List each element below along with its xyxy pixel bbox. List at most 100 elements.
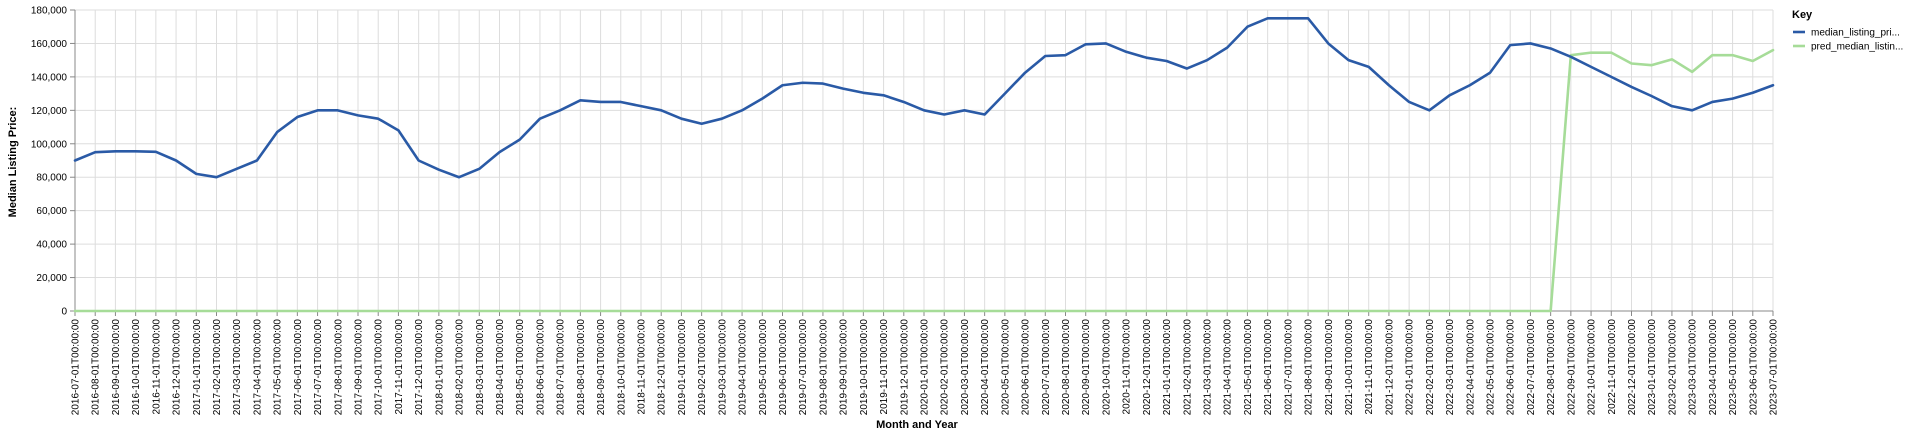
x-tick-label: 2017-06-01T00:00:00: [293, 319, 304, 416]
x-tick-label: 2021-06-01T00:00:00: [1263, 319, 1274, 416]
y-tick-label: 60,000: [36, 206, 67, 217]
x-tick-label: 2016-10-01T00:00:00: [131, 319, 142, 416]
x-tick-label: 2019-04-01T00:00:00: [738, 319, 749, 416]
series-line-2: [73, 48, 1775, 313]
x-tick-label: 2019-07-01T00:00:00: [798, 319, 809, 416]
x-tick-label: 2017-09-01T00:00:00: [354, 319, 365, 416]
x-tick-label: 2021-11-01T00:00:00: [1364, 319, 1375, 415]
x-tick-label: 2017-11-01T00:00:00: [394, 319, 405, 415]
x-tick-label: 2019-02-01T00:00:00: [697, 319, 708, 416]
x-tick-label: 2018-02-01T00:00:00: [455, 319, 466, 416]
legend-label: pred_median_listin...: [1811, 42, 1903, 53]
x-tick-label: 2023-06-01T00:00:00: [1748, 319, 1759, 416]
y-axis-title: Median Listing Price:: [7, 107, 19, 218]
x-tick-label: 2018-12-01T00:00:00: [657, 319, 668, 416]
x-tick-label: 2022-10-01T00:00:00: [1587, 319, 1598, 416]
x-tick-label: 2020-05-01T00:00:00: [1000, 319, 1011, 416]
x-tick-label: 2020-10-01T00:00:00: [1101, 319, 1112, 416]
x-tick-label: 2023-07-01T00:00:00: [1769, 319, 1780, 416]
x-tick-label: 2017-07-01T00:00:00: [313, 319, 324, 416]
x-tick-label: 2020-06-01T00:00:00: [1021, 319, 1032, 416]
x-tick-label: 2021-08-01T00:00:00: [1304, 319, 1315, 416]
x-tick-label: 2022-05-01T00:00:00: [1486, 319, 1497, 416]
x-tick-label: 2020-02-01T00:00:00: [940, 319, 951, 416]
x-tick-label: 2021-03-01T00:00:00: [1203, 319, 1214, 416]
x-tick-label: 2021-09-01T00:00:00: [1324, 319, 1335, 416]
x-axis: 2016-07-01T00:00:00 2016-08-01T00:00:00 20…: [71, 310, 1780, 416]
x-tick-label: 2023-03-01T00:00:00: [1688, 319, 1699, 416]
x-tick-label: 2020-12-01T00:00:00: [1142, 319, 1153, 416]
x-tick-label: 2022-03-01T00:00:00: [1445, 319, 1456, 416]
x-tick-label: 2017-12-01T00:00:00: [414, 319, 425, 416]
y-tick-label: 20,000: [36, 273, 67, 284]
x-tick-label: 2022-02-01T00:00:00: [1425, 319, 1436, 416]
y-tick-label: 180,000: [31, 6, 68, 17]
x-tick-label: 2022-04-01T00:00:00: [1465, 319, 1476, 416]
y-tick-label: 40,000: [36, 240, 67, 251]
x-tick-label: 2019-01-01T00:00:00: [677, 319, 688, 416]
x-tick-label: 2018-09-01T00:00:00: [596, 319, 607, 416]
x-tick-label: 2018-06-01T00:00:00: [535, 319, 546, 416]
x-tick-label: 2022-01-01T00:00:00: [1405, 319, 1416, 416]
x-tick-label: 2018-01-01T00:00:00: [434, 319, 445, 416]
x-tick-label: 2021-10-01T00:00:00: [1344, 319, 1355, 416]
x-tick-label: 2020-09-01T00:00:00: [1081, 319, 1092, 416]
x-tick-label: 2018-03-01T00:00:00: [475, 319, 486, 416]
series-line-1: [73, 17, 1775, 179]
x-tick-label: 2020-11-01T00:00:00: [1122, 319, 1133, 415]
x-tick-label: 2019-08-01T00:00:00: [818, 319, 829, 416]
y-tick-label: 80,000: [36, 173, 67, 184]
y-axis: 0 20,000 40,000 60,000 80,000 100,000 120,000 1…: [31, 6, 76, 318]
x-tick-label: 2020-01-01T00:00:00: [920, 319, 931, 416]
x-tick-label: 2020-03-01T00:00:00: [960, 319, 971, 416]
x-tick-label: 2017-05-01T00:00:00: [273, 319, 284, 416]
x-tick-label: 2022-06-01T00:00:00: [1506, 319, 1517, 416]
x-tick-label: 2017-10-01T00:00:00: [374, 319, 385, 416]
x-tick-label: 2018-10-01T00:00:00: [616, 319, 627, 416]
x-tick-label: 2023-04-01T00:00:00: [1708, 319, 1719, 416]
x-tick-label: 2023-01-01T00:00:00: [1647, 319, 1658, 416]
x-tick-label: 2021-02-01T00:00:00: [1182, 319, 1193, 416]
x-tick-label: 2021-12-01T00:00:00: [1384, 319, 1395, 416]
legend: Key median_listing_pri... pred_median_lis…: [1792, 9, 1903, 53]
x-tick-label: 2020-08-01T00:00:00: [1061, 319, 1072, 416]
y-tick-label: 0: [61, 307, 67, 318]
x-tick-label: 2022-07-01T00:00:00: [1526, 319, 1537, 416]
x-tick-label: 2020-07-01T00:00:00: [1041, 319, 1052, 416]
x-tick-label: 2016-11-01T00:00:00: [151, 319, 162, 415]
x-axis-title: Month and Year: [876, 419, 958, 431]
x-tick-label: 2019-09-01T00:00:00: [839, 319, 850, 416]
x-tick-label: 2020-04-01T00:00:00: [980, 319, 991, 416]
x-tick-label: 2022-11-01T00:00:00: [1607, 319, 1618, 415]
x-tick-label: 2021-01-01T00:00:00: [1162, 319, 1173, 416]
y-tick-label: 160,000: [31, 39, 68, 50]
x-tick-label: 2017-08-01T00:00:00: [333, 319, 344, 416]
x-tick-label: 2017-01-01T00:00:00: [192, 319, 203, 416]
x-tick-label: 2022-08-01T00:00:00: [1546, 319, 1557, 416]
x-tick-label: 2019-11-01T00:00:00: [879, 319, 890, 415]
x-tick-label: 2019-12-01T00:00:00: [899, 319, 910, 416]
x-tick-label: 2021-04-01T00:00:00: [1223, 319, 1234, 416]
gridlines: [74, 9, 1774, 312]
x-tick-label: 2018-07-01T00:00:00: [556, 319, 567, 416]
x-tick-label: 2017-03-01T00:00:00: [232, 319, 243, 416]
x-tick-label: 2016-12-01T00:00:00: [172, 319, 183, 416]
x-tick-label: 2018-08-01T00:00:00: [576, 319, 587, 416]
x-tick-label: 2021-07-01T00:00:00: [1283, 319, 1294, 416]
y-tick-label: 100,000: [31, 139, 68, 150]
legend-title: Key: [1792, 9, 1813, 21]
y-tick-label: 140,000: [31, 72, 68, 83]
x-tick-label: 2021-05-01T00:00:00: [1243, 319, 1254, 416]
x-tick-label: 2023-05-01T00:00:00: [1728, 319, 1739, 416]
x-tick-label: 2019-03-01T00:00:00: [717, 319, 728, 416]
x-tick-label: 2022-12-01T00:00:00: [1627, 319, 1638, 416]
x-tick-label: 2022-09-01T00:00:00: [1566, 319, 1577, 416]
x-tick-label: 2016-09-01T00:00:00: [111, 319, 122, 416]
legend-label: median_listing_pri...: [1811, 28, 1900, 39]
x-tick-label: 2019-05-01T00:00:00: [758, 319, 769, 416]
x-tick-label: 2019-06-01T00:00:00: [778, 319, 789, 416]
y-tick-label: 120,000: [31, 106, 68, 117]
x-tick-label: 2016-08-01T00:00:00: [91, 319, 102, 416]
x-tick-label: 2018-05-01T00:00:00: [515, 319, 526, 416]
